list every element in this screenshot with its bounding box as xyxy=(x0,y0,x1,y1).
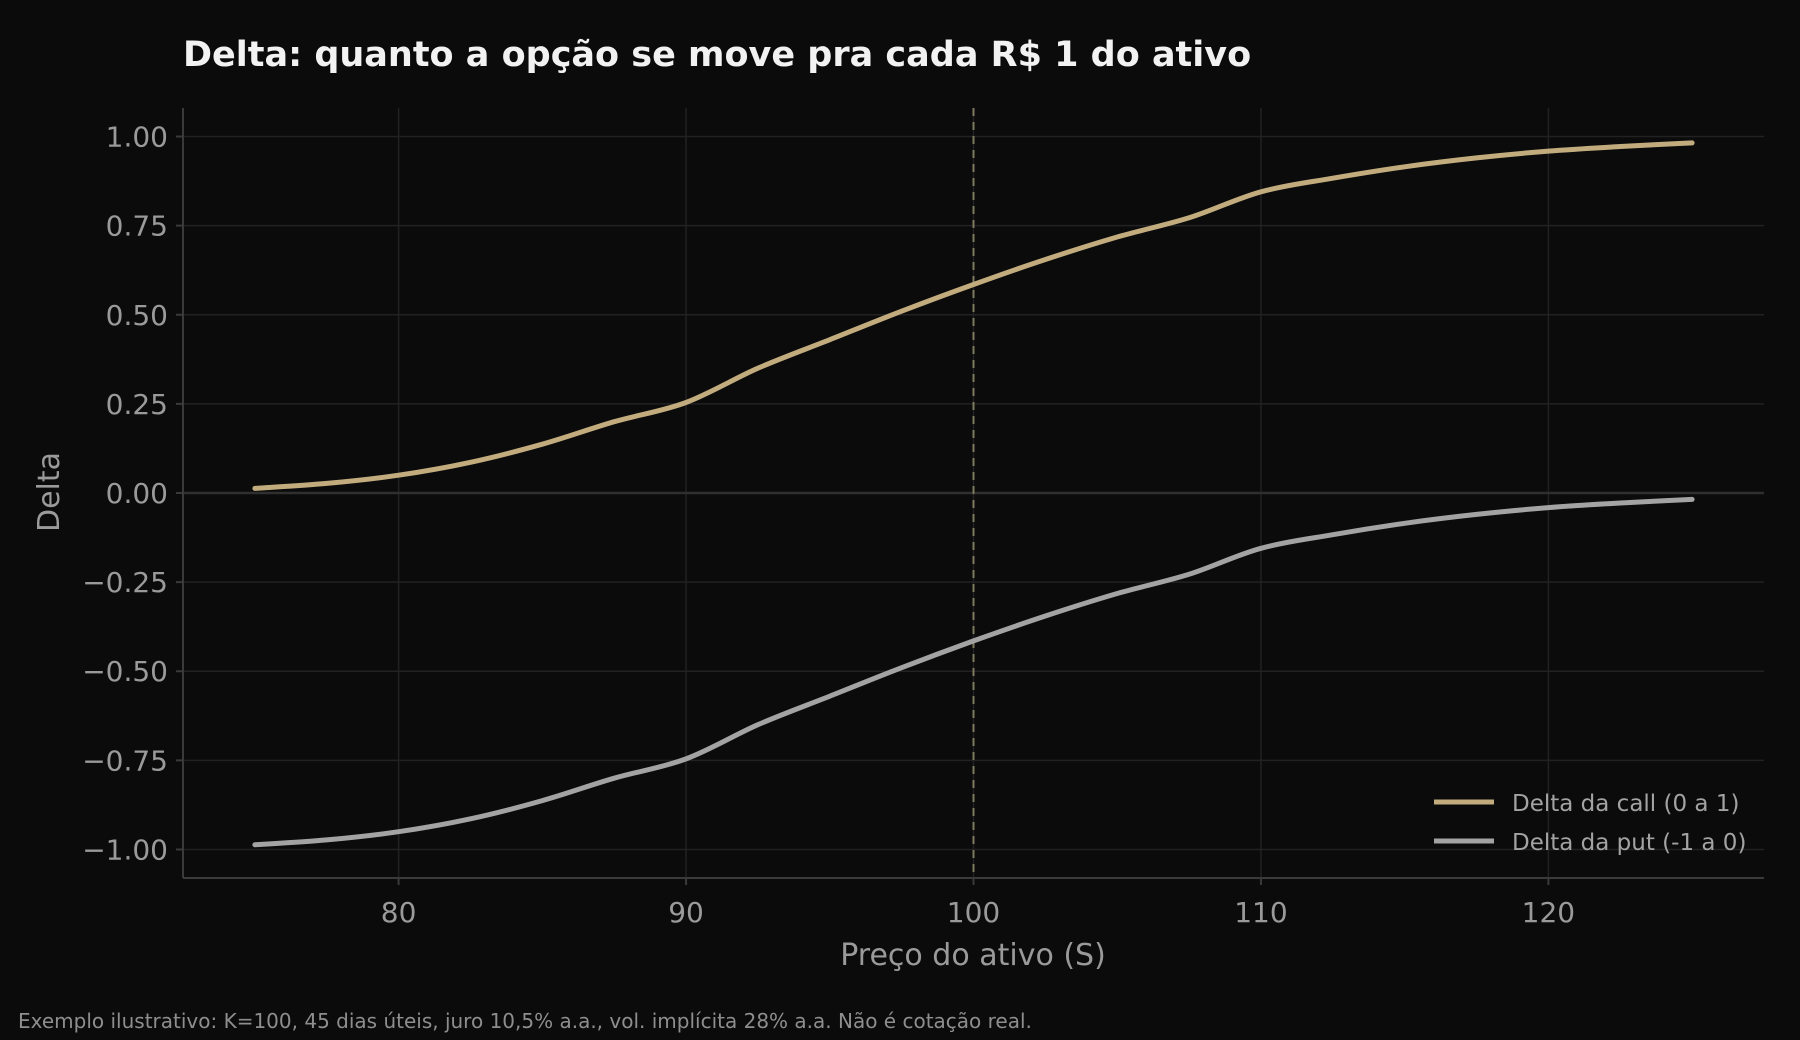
y-axis-label: Delta xyxy=(32,452,67,532)
y-tick-label-4: 0.00 xyxy=(106,477,168,510)
y-tick-label-2: 0.50 xyxy=(106,299,168,332)
y-tick-label-1: 0.75 xyxy=(106,210,168,243)
axes xyxy=(176,108,1764,885)
x-tick-label-4: 120 xyxy=(1522,896,1575,929)
y-tick-label-5: −0.25 xyxy=(82,566,168,599)
legend-label-call: Delta da call (0 a 1) xyxy=(1512,791,1739,817)
chart-title: Delta: quanto a opção se move pra cada R… xyxy=(183,35,1251,75)
y-tick-label-8: −1.00 xyxy=(82,833,168,866)
series-line-put xyxy=(252,496,1695,848)
y-tick-label-6: −0.50 xyxy=(82,655,168,688)
series-line-call xyxy=(252,140,1695,491)
series-lines xyxy=(252,140,1695,848)
x-axis-label: Preço do ativo (S) xyxy=(840,938,1106,973)
y-tick-label-0: 1.00 xyxy=(106,121,168,154)
x-tick-label-2: 100 xyxy=(947,896,1000,929)
tick-labels: 80 90 100 110 120 1.00 0.75 0.50 0.25 0.00 −0.25 −0… xyxy=(82,121,1575,929)
footnote: Exemplo ilustrativo: K=100, 45 dias útei… xyxy=(18,1009,1032,1033)
y-tick-label-7: −0.75 xyxy=(82,744,168,777)
y-tick-label-3: 0.25 xyxy=(106,388,168,421)
reference-lines xyxy=(183,108,1764,878)
x-tick-label-0: 80 xyxy=(381,896,417,929)
x-tick-label-1: 90 xyxy=(668,896,704,929)
x-tick-label-3: 110 xyxy=(1234,896,1287,929)
legend: Delta da call (0 a 1) Delta da put (-1 a… xyxy=(1434,791,1746,856)
legend-label-put: Delta da put (-1 a 0) xyxy=(1512,830,1746,856)
